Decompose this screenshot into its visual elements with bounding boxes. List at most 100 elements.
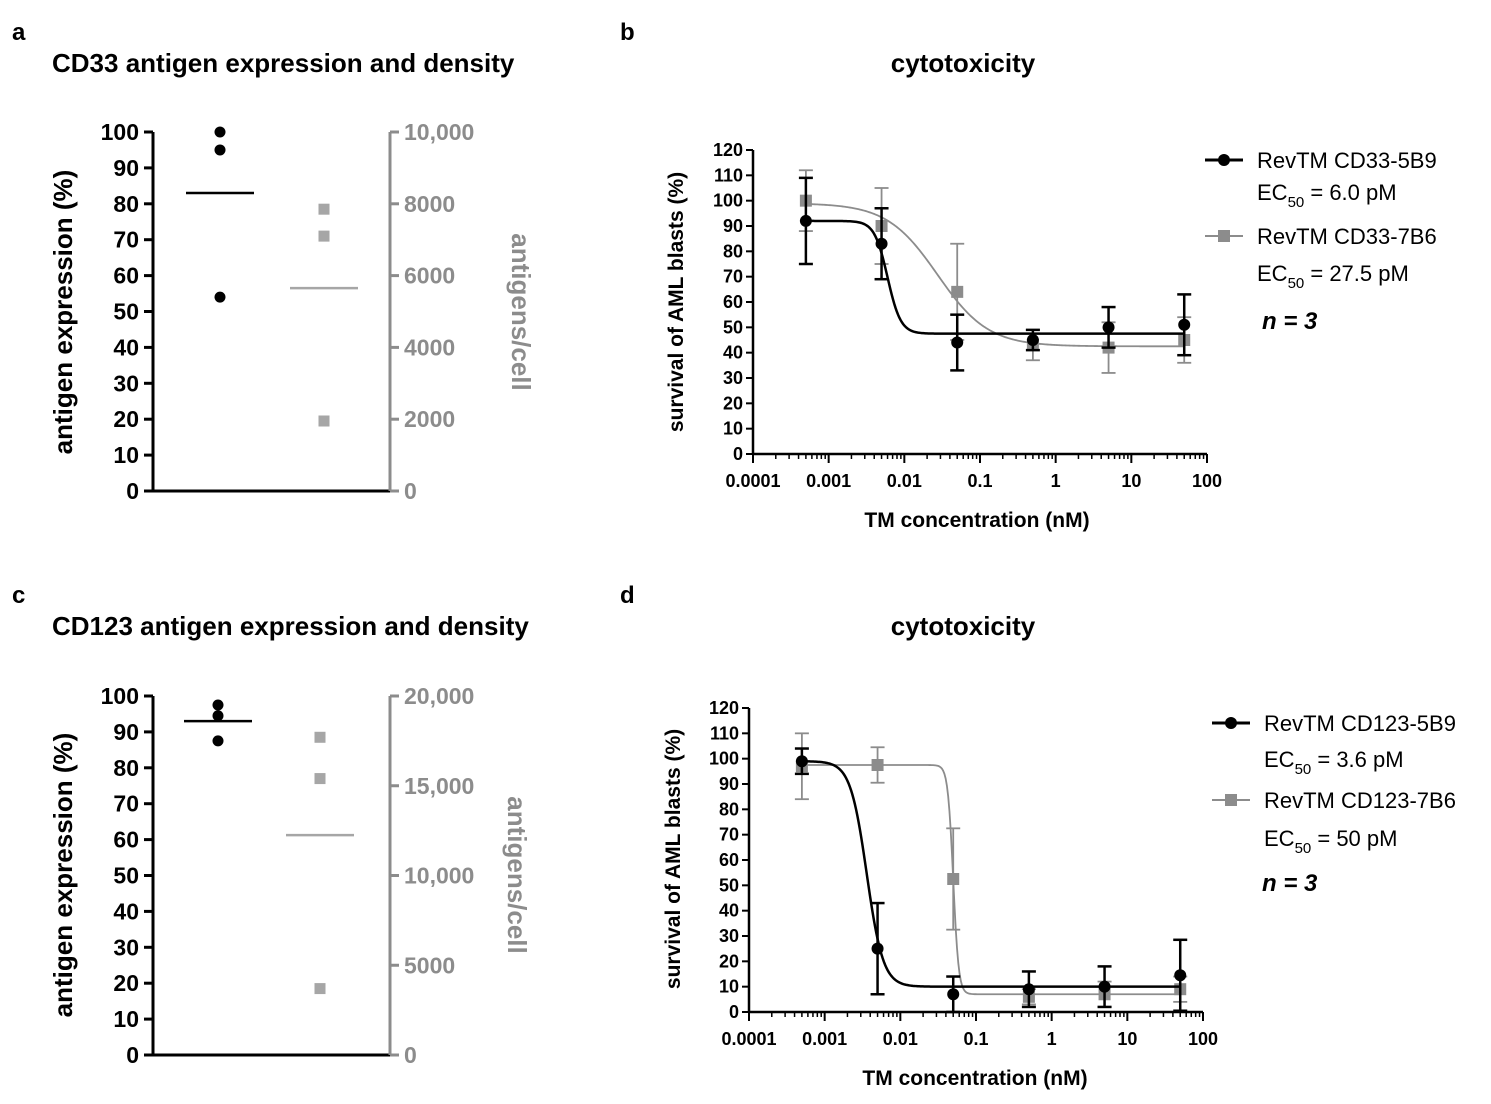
data-point-circle <box>1178 318 1191 331</box>
y-tick-label: 60 <box>719 850 739 870</box>
title-b: cytotoxicity <box>891 48 1036 78</box>
y-tick-label: 30 <box>723 368 743 388</box>
data-point-circle <box>947 988 960 1001</box>
legend-b-n: n = 3 <box>1262 308 1318 335</box>
y-tick-label: 80 <box>723 241 743 261</box>
xlabel-b: TM concentration (nM) <box>864 509 1089 532</box>
data-point-square <box>947 873 960 885</box>
legend-d-marker-1 <box>1225 794 1237 806</box>
data-point-circle <box>214 291 226 303</box>
y-tick-label: 120 <box>713 140 743 160</box>
y-tick-label: 90 <box>723 216 743 236</box>
y-tick-label: 110 <box>710 723 739 743</box>
x-tick-label: 0.1 <box>963 1029 988 1049</box>
left-tick-label: 100 <box>101 683 139 709</box>
left-tick-label: 60 <box>113 827 139 853</box>
data-point-square <box>314 731 326 743</box>
title-d: cytotoxicity <box>891 611 1036 641</box>
y-tick-label: 0 <box>733 444 743 464</box>
left-tick-label: 30 <box>113 934 139 960</box>
data-point-circle <box>871 942 884 955</box>
x-tick-label: 1 <box>1051 471 1061 491</box>
data-point-square <box>318 203 330 215</box>
plot-a: 0 10 20 30 40 50 60 70 80 90 100 0 2000 4000 6000 8000 1… <box>101 119 475 504</box>
y-tick-label: 110 <box>714 165 743 185</box>
data-point-circle <box>875 237 888 250</box>
x-tick-label: 0.01 <box>883 1029 918 1049</box>
legend-b-marker-0 <box>1218 154 1230 166</box>
data-point-square <box>314 773 326 785</box>
fit-curve <box>805 203 1185 348</box>
data-point-circle <box>214 144 226 156</box>
y-tick-label: 10 <box>723 419 743 439</box>
left-tick-label: 20 <box>113 970 139 996</box>
data-point-circle <box>1174 969 1187 982</box>
data-point-square <box>318 415 330 427</box>
y-tick-label: 100 <box>713 191 743 211</box>
y-tick-label: 60 <box>723 292 743 312</box>
right-tick-label: 0 <box>404 478 417 504</box>
left-tick-label: 40 <box>113 898 139 924</box>
legend-b-marker-1 <box>1218 230 1230 242</box>
left-tick-label: 50 <box>113 863 139 889</box>
left-tick-label: 90 <box>113 719 139 745</box>
x-tick-label: 100 <box>1188 1029 1218 1049</box>
data-point-square <box>951 285 964 298</box>
y-tick-label: 20 <box>719 951 739 971</box>
data-point-circle <box>1098 980 1111 993</box>
y2label-c: antigens/cell <box>502 796 532 954</box>
left-tick-label: 0 <box>126 1042 139 1068</box>
y-tick-label: 50 <box>719 875 739 895</box>
fit-curve <box>801 764 1181 996</box>
title-c: CD123 antigen expression and density <box>52 611 529 641</box>
data-point-circle <box>212 735 224 747</box>
data-point-circle <box>212 710 224 722</box>
legend-d-ec50-1: EC50 = 50 pM <box>1264 826 1397 857</box>
y-tick-label: 100 <box>709 749 739 769</box>
left-tick-label: 60 <box>113 263 139 289</box>
data-point-circle <box>951 336 964 349</box>
x-tick-label: 0.001 <box>806 471 851 491</box>
left-tick-label: 10 <box>113 442 139 468</box>
right-tick-label: 4000 <box>404 334 455 360</box>
right-tick-label: 10,000 <box>404 863 474 889</box>
left-tick-label: 70 <box>113 227 139 253</box>
x-tick-label: 0.0001 <box>721 1029 776 1049</box>
data-point-circle <box>214 126 226 138</box>
right-tick-label: 0 <box>404 1042 417 1068</box>
x-tick-label: 10 <box>1117 1029 1137 1049</box>
plot-c: 0 10 20 30 40 50 60 70 80 90 100 0 5000 10,000 15,000 2… <box>101 683 475 1068</box>
y-tick-label: 40 <box>719 901 739 921</box>
data-point-circle <box>1026 334 1039 346</box>
data-point-circle <box>795 755 808 768</box>
right-tick-label: 5000 <box>404 952 455 978</box>
legend-d: RevTM CD123-5B9 EC50 = 3.6 pM RevTM CD12… <box>1212 711 1456 897</box>
x-tick-label: 0.0001 <box>725 471 780 491</box>
right-tick-label: 8000 <box>404 191 455 217</box>
legend-b: RevTM CD33-5B9 EC50 = 6.0 pM RevTM CD33-… <box>1205 148 1437 335</box>
y-tick-label: 20 <box>723 393 743 413</box>
left-tick-label: 100 <box>101 119 139 145</box>
right-tick-label: 2000 <box>404 406 455 432</box>
legend-d-label-1: RevTM CD123-7B6 <box>1264 788 1456 813</box>
legend-b-ec50-0: EC50 = 6.0 pM <box>1257 180 1397 211</box>
ylabel-b: survival of AML blasts (%) <box>665 172 688 432</box>
legend-d-label-0: RevTM CD123-5B9 <box>1264 711 1456 736</box>
data-point-circle <box>799 214 812 227</box>
data-point-square <box>318 230 330 242</box>
left-tick-label: 0 <box>126 478 139 504</box>
y-tick-label: 40 <box>723 343 743 363</box>
xlabel-d: TM concentration (nM) <box>862 1067 1087 1090</box>
x-tick-label: 10 <box>1121 471 1141 491</box>
data-point-circle <box>1022 983 1035 996</box>
panel-letter-b: b <box>620 19 635 46</box>
x-tick-label: 0.1 <box>967 471 992 491</box>
y2label-a: antigens/cell <box>506 233 536 391</box>
y-tick-label: 30 <box>719 926 739 946</box>
right-tick-label: 10,000 <box>404 119 474 145</box>
legend-d-ec50-0: EC50 = 3.6 pM <box>1264 747 1404 778</box>
x-tick-label: 100 <box>1192 471 1222 491</box>
legend-b-ec50-1: EC50 = 27.5 pM <box>1257 261 1409 292</box>
y-tick-label: 90 <box>719 774 739 794</box>
